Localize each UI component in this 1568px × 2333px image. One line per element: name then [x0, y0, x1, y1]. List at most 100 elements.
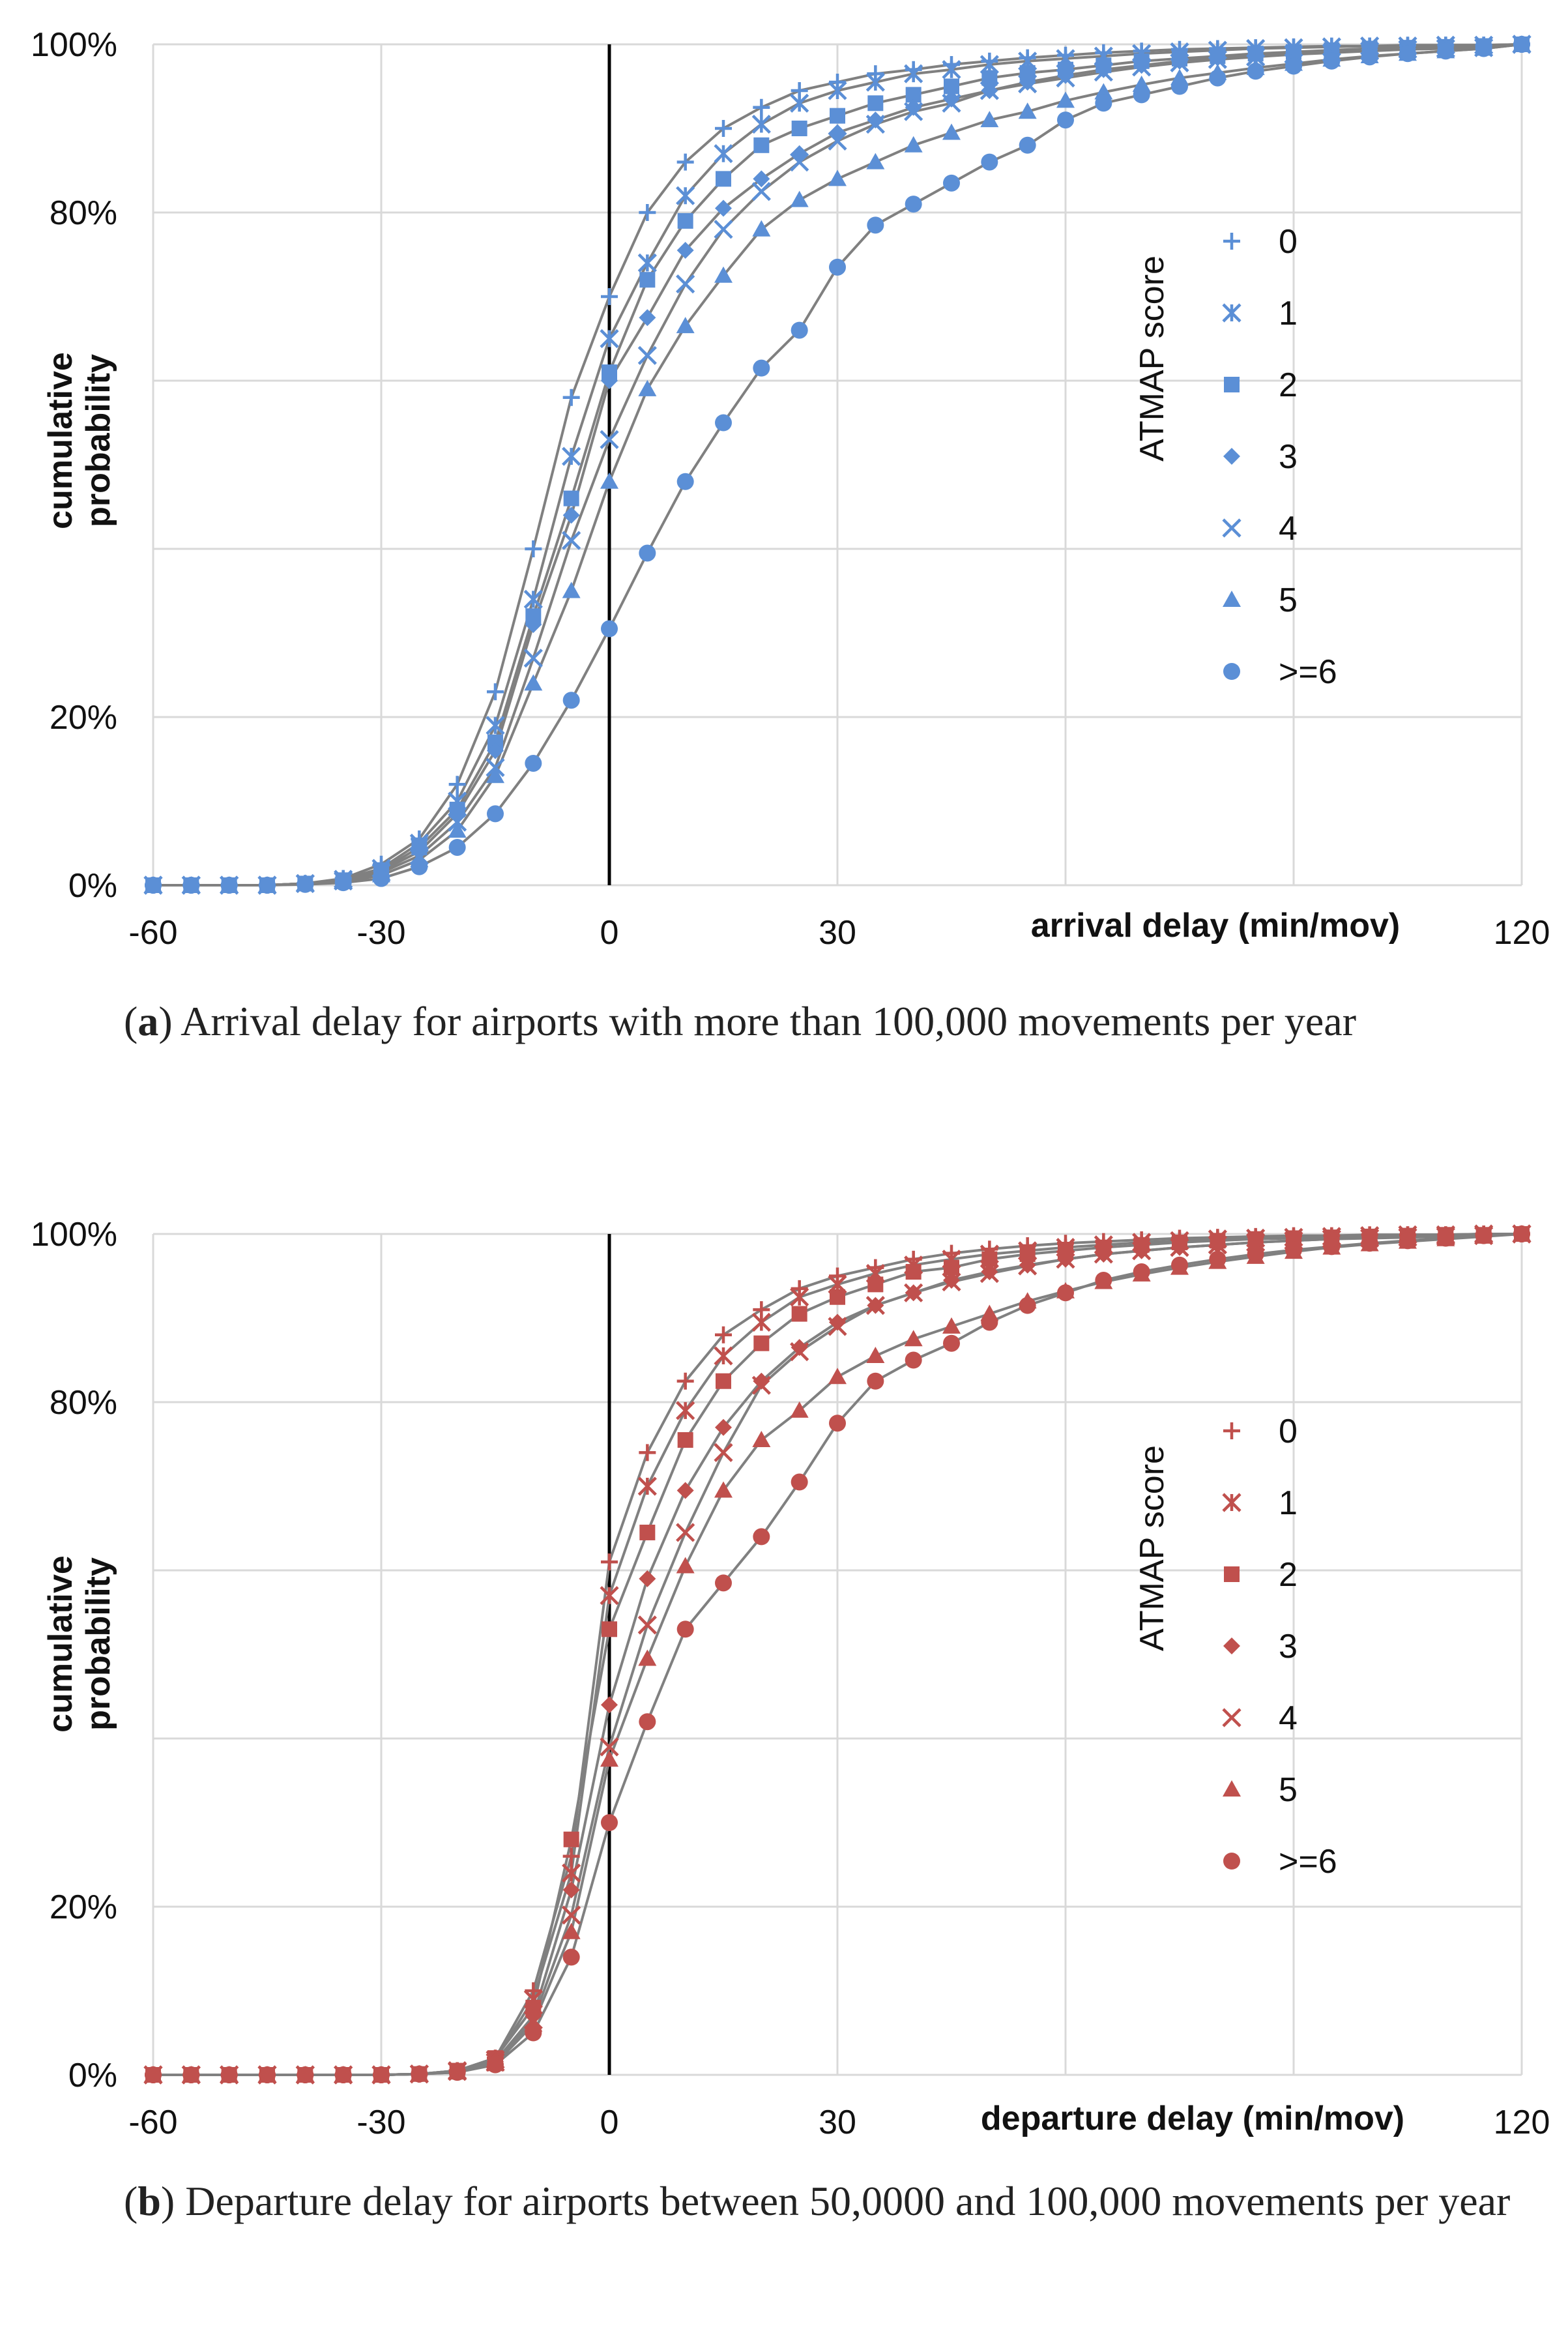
legend-title: ATMAP score: [1133, 256, 1171, 462]
data-point: [1057, 1284, 1074, 1302]
x-tick-label: 120: [1494, 2104, 1550, 2141]
data-point: [790, 93, 809, 113]
data-point: [639, 1570, 656, 1587]
data-point: [676, 274, 695, 294]
data-point: [905, 98, 922, 116]
y-axis-label: cumulativeprobability: [42, 1555, 117, 1733]
data-point: [1513, 1225, 1530, 1242]
data-point: [1132, 1241, 1152, 1261]
data-point: [981, 1313, 998, 1331]
data-point: [942, 1272, 961, 1292]
data-point: [1170, 53, 1189, 72]
data-point: [753, 359, 770, 377]
data-point: [182, 877, 200, 894]
data-point: [297, 875, 314, 893]
data-point: [1094, 1244, 1113, 1264]
data-point: [828, 131, 847, 151]
data-point: [600, 472, 618, 489]
x-tick-label: 120: [1494, 914, 1550, 952]
data-point: [525, 754, 542, 772]
data-point: [1437, 1229, 1455, 1247]
data-point: [563, 490, 579, 506]
data-point: [714, 1346, 733, 1366]
data-point: [1209, 69, 1227, 87]
data-point: [943, 1334, 960, 1352]
data-point: [753, 1372, 770, 1390]
data-point: [828, 81, 847, 100]
data-point: [639, 204, 656, 221]
data-point: [1361, 1235, 1378, 1252]
data-point: [334, 874, 352, 892]
data-point: [867, 1372, 884, 1390]
data-point: [716, 1373, 731, 1389]
data-point: [1171, 1256, 1188, 1274]
data-point: [602, 1621, 617, 1637]
data-point: [601, 1696, 618, 1714]
x-tick-label: 30: [819, 2104, 856, 2141]
data-point: [830, 108, 845, 124]
data-point: [1247, 63, 1264, 80]
data-point: [562, 1863, 581, 1883]
data-point: [600, 1737, 619, 1757]
legend-label: 5: [1279, 581, 1298, 619]
data-point: [487, 683, 504, 701]
data-point: [830, 1289, 845, 1305]
data-point: [980, 111, 999, 128]
data-point: [714, 1481, 733, 1498]
panel-b-caption-text: Departure delay for airports between 50,…: [185, 2178, 1511, 2224]
panel-b-letter: b: [138, 2178, 161, 2224]
data-point: [677, 213, 693, 229]
legend-marker: [1223, 448, 1240, 465]
y-tick-label: 20%: [50, 1888, 117, 1926]
data-point: [525, 2024, 542, 2042]
x-tick-label: -60: [128, 2104, 177, 2141]
data-point: [601, 372, 618, 389]
y-tick-label: 0%: [68, 867, 117, 905]
data-point: [828, 169, 847, 186]
data-point: [676, 1482, 694, 1499]
data-point: [600, 1586, 619, 1606]
data-point: [334, 2066, 352, 2083]
data-point: [752, 1431, 771, 1448]
y-tick-label: 20%: [50, 699, 117, 737]
data-point: [865, 114, 885, 134]
data-point: [752, 220, 771, 237]
panel-b-caption: (b) Departure delay for airports between…: [124, 2178, 1511, 2224]
data-point: [942, 93, 961, 113]
x-tick-label: 30: [819, 914, 856, 952]
data-point: [487, 742, 504, 759]
x-axis-label: departure delay (min/mov): [981, 2100, 1404, 2137]
data-point: [562, 1847, 580, 1865]
data-point: [1019, 1297, 1036, 1314]
data-point: [751, 114, 771, 134]
data-point: [639, 544, 656, 562]
data-point: [753, 98, 770, 116]
data-point: [297, 2066, 314, 2083]
data-point: [448, 838, 466, 856]
data-point: [601, 1814, 618, 1831]
data-point: [639, 309, 656, 327]
data-point: [601, 1553, 618, 1571]
data-point: [828, 1317, 847, 1336]
data-point: [676, 1621, 694, 1638]
data-point: [1132, 57, 1152, 77]
data-point: [1208, 1235, 1227, 1255]
data-point: [638, 1649, 657, 1666]
data-point: [753, 137, 770, 153]
data-point: [791, 1339, 808, 1357]
data-point: [676, 1401, 695, 1420]
data-point: [562, 692, 580, 709]
data-point: [1285, 1241, 1302, 1259]
y-axis-label-line: probability: [80, 354, 117, 527]
data-point: [562, 389, 580, 406]
data-point: [1323, 1238, 1341, 1255]
data-point: [637, 1476, 657, 1496]
data-point: [639, 1444, 656, 1461]
data-point: [790, 190, 809, 207]
legend-label: 1: [1279, 295, 1298, 332]
data-point: [1513, 36, 1530, 53]
data-point: [1133, 1263, 1150, 1281]
legend-label: 1: [1279, 1484, 1298, 1522]
legend-marker: [1223, 663, 1240, 680]
